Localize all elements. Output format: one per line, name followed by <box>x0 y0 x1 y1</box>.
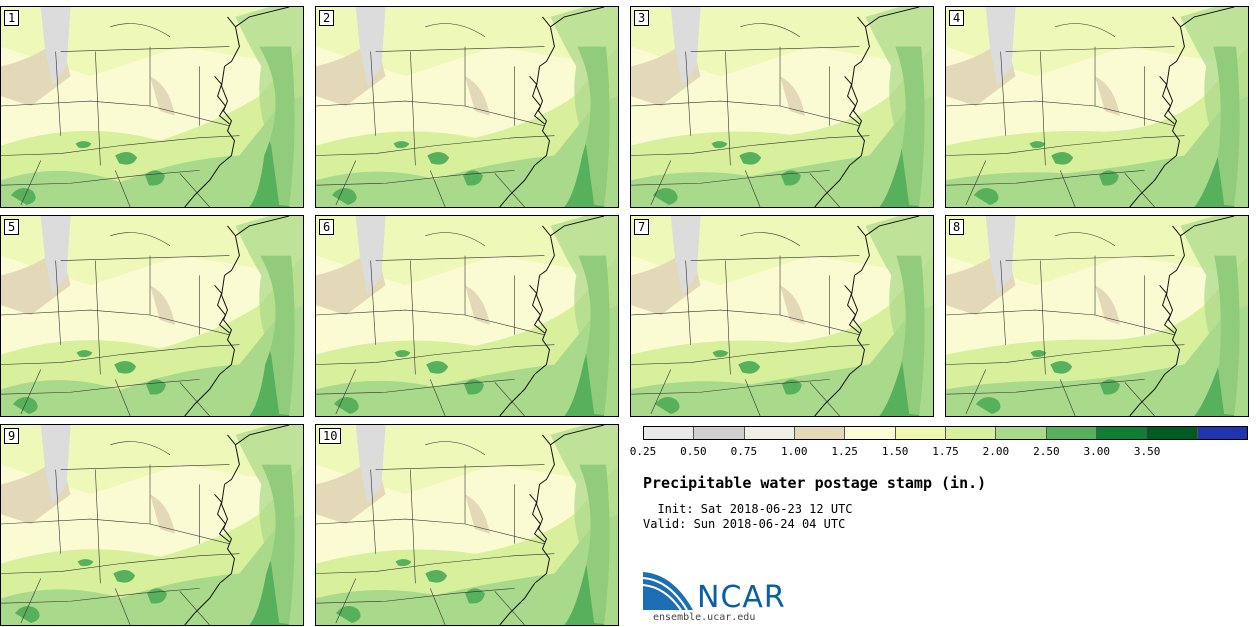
colorbar-segment <box>1197 427 1247 439</box>
stamp-number-label: 10 <box>319 428 342 444</box>
colorbar-segment <box>1046 427 1097 439</box>
map-stamp-6: 6 <box>315 215 619 417</box>
colorbar-segment <box>694 427 745 439</box>
map-stamp-7: 7 <box>630 215 934 417</box>
stamp-number-label: 9 <box>4 428 20 444</box>
colorbar-tick-label: 2.00 <box>982 445 1010 458</box>
colorbar-tick-label: 0.50 <box>680 445 707 458</box>
map-stamp-5: 5 <box>0 215 304 417</box>
stamp-number-label: 3 <box>634 10 650 26</box>
colorbar-segment <box>1147 427 1198 439</box>
colorbar-tick-label: 3.00 <box>1083 445 1111 458</box>
page-title: Precipitable water postage stamp (in.) <box>643 474 987 492</box>
ncar-wordmark: NCAR <box>697 580 786 615</box>
map-stamp-8: 8 <box>945 215 1249 417</box>
map-stamp-4: 4 <box>945 6 1249 208</box>
colorbar-segment <box>895 427 946 439</box>
colorbar-tick-label: 0.25 <box>629 445 657 458</box>
stamp-number-label: 5 <box>4 219 20 235</box>
colorbar-segment <box>1096 427 1148 439</box>
colorbar-segment <box>794 427 846 439</box>
colorbar-tick-label: 1.75 <box>932 445 959 458</box>
colorbar-tick-label: 3.50 <box>1133 445 1161 458</box>
map-stamp-10: 10 <box>315 424 619 626</box>
colorbar-segment <box>744 427 795 439</box>
init-time: Init: Sat 2018-06-23 12 UTC <box>643 502 853 516</box>
colorbar-segment <box>845 427 896 439</box>
colorbar-segment <box>644 427 695 439</box>
map-stamp-2: 2 <box>315 6 619 208</box>
ensemble-url: ensemble.ucar.edu <box>653 612 756 623</box>
map-stamp-3: 3 <box>630 6 934 208</box>
colorbar-segment <box>996 427 1047 439</box>
colorbar-tick-label: 0.75 <box>730 445 758 458</box>
colorbar <box>643 426 1248 440</box>
colorbar-tick-label: 1.50 <box>881 445 909 458</box>
colorbar-tick-label: 2.50 <box>1033 445 1060 458</box>
stamp-number-label: 4 <box>949 10 965 26</box>
map-stamp-1: 1 <box>0 6 304 208</box>
ncar-logo: NCAR ensemble.ucar.edu <box>643 570 793 626</box>
stamp-number-label: 7 <box>634 219 650 235</box>
ncar-swoosh-icon <box>643 572 693 611</box>
stamp-number-label: 1 <box>4 10 20 26</box>
colorbar-tick-label: 1.00 <box>781 445 808 458</box>
colorbar-tick-label: 1.25 <box>831 445 858 458</box>
stamp-number-label: 6 <box>319 219 335 235</box>
stamp-number-label: 8 <box>949 219 965 235</box>
colorbar-segment <box>945 427 997 439</box>
colorbar-labels: 0.25 0.50 0.75 1.00 1.25 1.50 1.75 2.00 2.50 3.00… <box>630 445 1250 459</box>
valid-time: Valid: Sun 2018-06-24 04 UTC <box>643 517 846 531</box>
map-stamp-9: 9 <box>0 424 304 626</box>
stamp-number-label: 2 <box>319 10 335 26</box>
